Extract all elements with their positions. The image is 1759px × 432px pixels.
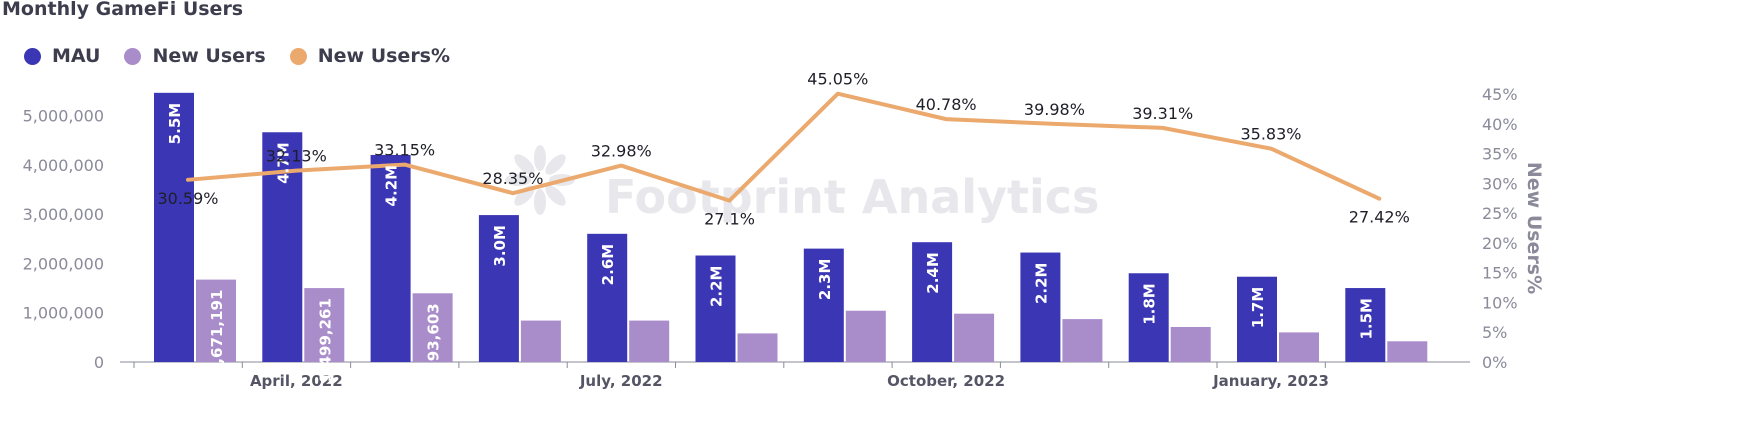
watermark-text: Footprint Analytics <box>605 170 1099 224</box>
bar-mau <box>1237 276 1277 362</box>
bar-label-new-users: 1,499,261 <box>316 298 334 382</box>
bar-mau <box>803 248 844 362</box>
y-right-tick-label: 15% <box>1482 264 1518 283</box>
x-tick-label: July, 2022 <box>579 372 663 390</box>
bar-label-mau: 1.7M <box>1249 287 1267 329</box>
legend-item-new-users[interactable]: New Users <box>124 45 266 67</box>
bar-label-new-users: 1,671,191 <box>208 290 226 374</box>
bar-new-users <box>412 293 453 362</box>
y-left-tick-label: 4,000,000 <box>23 156 104 175</box>
y-right-tick-label: 25% <box>1482 204 1518 223</box>
y-right-axis-title: New Users% <box>1523 162 1545 294</box>
line-label-new-users-pct: 40.78% <box>916 95 977 114</box>
bar-new-users <box>845 310 886 362</box>
line-label-new-users-pct: 27.42% <box>1349 208 1410 227</box>
y-right-tick-label: 0% <box>1482 353 1507 372</box>
legend-label-mau: MAU <box>52 45 101 67</box>
bar-mau <box>154 92 194 363</box>
line-label-new-users-pct: 27.1% <box>704 210 755 229</box>
bar-mau <box>370 154 411 362</box>
bar-new-users <box>1062 319 1103 362</box>
legend-item-mau[interactable]: MAU <box>24 45 100 67</box>
y-right-tick-label: 10% <box>1482 293 1518 312</box>
line-label-new-users-pct: 28.35% <box>482 169 543 188</box>
y-right-tick-label: 40% <box>1482 115 1518 134</box>
x-tick-label: October, 2022 <box>887 372 1005 390</box>
legend-label-new-users-pct: New Users% <box>317 45 451 67</box>
legend: MAU New Users New Users% <box>24 44 474 68</box>
line-new-users-pct <box>186 91 1382 203</box>
y-left-tick-label: 0 <box>94 353 104 372</box>
bar-new-users <box>954 313 995 362</box>
bar-mau <box>1020 252 1061 362</box>
line-label-new-users-pct: 32.13% <box>266 147 327 166</box>
bar-new-users <box>1279 332 1319 362</box>
bar-label-new-users: 1,393,603 <box>425 303 443 387</box>
bar-label-mau: 1.5M <box>1357 298 1375 340</box>
bar-new-users <box>737 333 778 362</box>
bar-new-users <box>629 320 670 362</box>
bar-mau <box>1345 288 1386 362</box>
line-label-new-users-pct: 35.83% <box>1240 125 1301 144</box>
line-label-new-users-pct: 33.15% <box>374 141 435 160</box>
bar-mau <box>912 242 953 362</box>
bar-label-mau: 3.0M <box>491 225 509 267</box>
bar-label-mau: 2.3M <box>816 259 834 301</box>
legend-item-new-users-pct[interactable]: New Users% <box>289 45 451 67</box>
bar-mau <box>587 233 628 362</box>
line-label-new-users-pct: 30.59% <box>157 189 218 208</box>
legend-swatch-mau <box>24 47 41 65</box>
x-tick-label: January, 2023 <box>1212 372 1329 390</box>
y-right-tick-label: 30% <box>1482 174 1518 193</box>
bar-mau <box>695 255 736 362</box>
y-right-tick-label: 45% <box>1482 85 1518 104</box>
line-label-new-users-pct: 39.98% <box>1024 100 1085 119</box>
bar-new-users <box>196 279 236 362</box>
bar-new-users <box>304 288 345 362</box>
watermark-logo-icon <box>505 145 575 215</box>
x-tick-label: April, 2022 <box>250 372 343 390</box>
line-label-new-users-pct: 39.31% <box>1132 104 1193 123</box>
line-label-new-users-pct: 32.98% <box>591 142 652 161</box>
bar-label-mau: 2.6M <box>599 244 617 286</box>
bar-new-users <box>1387 341 1428 362</box>
y-left-tick-label: 1,000,000 <box>23 304 104 323</box>
bar-label-mau: 2.2M <box>1032 263 1050 305</box>
y-right-tick-label: 5% <box>1482 323 1507 342</box>
bar-label-mau: 5.5M <box>166 103 184 144</box>
bar-new-users <box>1170 326 1211 362</box>
bar-new-users <box>520 320 561 362</box>
line-label-new-users-pct: 45.05% <box>807 70 868 89</box>
bar-label-mau: 4.2M <box>383 165 401 207</box>
legend-swatch-new-users <box>124 47 142 65</box>
bar-label-mau: 1.8M <box>1141 283 1159 325</box>
y-left-tick-label: 3,000,000 <box>23 205 104 224</box>
bar-label-mau: 4.7M <box>274 142 292 184</box>
bar-mau <box>478 215 519 362</box>
legend-label-new-users: New Users <box>152 45 266 67</box>
y-left-tick-label: 5,000,000 <box>23 107 104 126</box>
y-right-tick-label: 35% <box>1482 145 1518 164</box>
y-right-tick-label: 20% <box>1482 234 1518 253</box>
y-left-tick-label: 2,000,000 <box>23 254 104 273</box>
bar-mau <box>1128 273 1169 362</box>
bar-label-mau: 2.2M <box>708 266 726 308</box>
bar-label-mau: 2.4M <box>924 252 942 293</box>
legend-swatch-new-users-pct <box>289 47 307 65</box>
chart-title: Monthly GameFi Users <box>2 0 244 20</box>
